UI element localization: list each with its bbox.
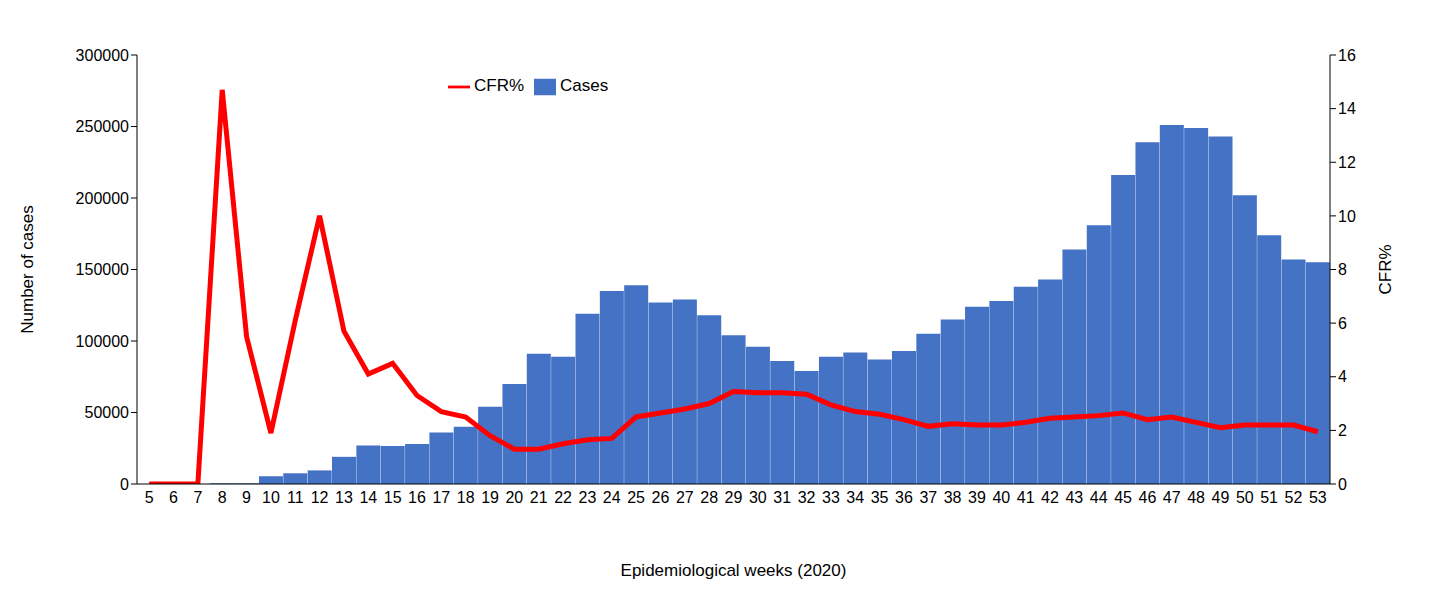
svg-text:47: 47 [1163,489,1181,506]
svg-text:9: 9 [242,489,251,506]
svg-text:31: 31 [773,489,791,506]
svg-text:2: 2 [1338,422,1347,439]
svg-text:22: 22 [554,489,572,506]
svg-text:200000: 200000 [76,190,129,207]
svg-text:4: 4 [1338,368,1347,385]
svg-text:10: 10 [1338,208,1356,225]
svg-text:14: 14 [359,489,377,506]
svg-text:45: 45 [1114,489,1132,506]
svg-text:51: 51 [1260,489,1278,506]
svg-text:300000: 300000 [76,47,129,64]
svg-text:6: 6 [1338,315,1347,332]
svg-text:37: 37 [919,489,937,506]
svg-text:12: 12 [1338,154,1356,171]
svg-text:50000: 50000 [85,404,130,421]
svg-text:26: 26 [652,489,670,506]
svg-text:33: 33 [822,489,840,506]
svg-text:15: 15 [384,489,402,506]
svg-text:48: 48 [1187,489,1205,506]
svg-text:24: 24 [603,489,621,506]
svg-text:30: 30 [749,489,767,506]
svg-text:34: 34 [846,489,864,506]
svg-text:10: 10 [262,489,280,506]
svg-text:CFR%: CFR% [1376,244,1395,294]
svg-text:36: 36 [895,489,913,506]
svg-text:6: 6 [169,489,178,506]
html-text:Cases: Cases [560,76,609,96]
svg-text:21: 21 [530,489,548,506]
svg-text:38: 38 [944,489,962,506]
svg-text:5: 5 [145,489,154,506]
svg-text:32: 32 [798,489,816,506]
svg-text:29: 29 [725,489,743,506]
svg-text:39: 39 [968,489,986,506]
svg-text:0: 0 [120,476,129,493]
svg-text:8: 8 [1338,261,1347,278]
svg-text:11: 11 [287,489,304,506]
svg-text:16: 16 [408,489,426,506]
svg-text:14: 14 [1338,100,1356,117]
svg-text:53: 53 [1309,489,1327,506]
svg-text:40: 40 [992,489,1010,506]
svg-text:20: 20 [505,489,523,506]
svg-text:8: 8 [218,489,227,506]
svg-text:Epidemiological weeks (2020): Epidemiological weeks (2020) [621,561,847,580]
svg-text:27: 27 [676,489,694,506]
svg-text:52: 52 [1285,489,1303,506]
svg-text:42: 42 [1041,489,1059,506]
svg-text:16: 16 [1338,47,1356,64]
svg-text:23: 23 [579,489,597,506]
svg-text:13: 13 [335,489,353,506]
svg-text:100000: 100000 [76,333,129,350]
html-text:CFR%: CFR% [474,76,525,96]
svg-text:41: 41 [1017,489,1035,506]
svg-text:25: 25 [627,489,645,506]
svg-text:18: 18 [457,489,475,506]
svg-text:0: 0 [1338,476,1347,493]
svg-text:46: 46 [1138,489,1156,506]
svg-text:43: 43 [1065,489,1083,506]
svg-text:Number of cases: Number of cases [18,205,37,334]
svg-text:28: 28 [700,489,718,506]
svg-text:19: 19 [481,489,499,506]
svg-text:44: 44 [1090,489,1108,506]
svg-text:150000: 150000 [76,261,129,278]
svg-text:250000: 250000 [76,118,129,135]
svg-text:12: 12 [311,489,329,506]
svg-text:50: 50 [1236,489,1254,506]
svg-text:49: 49 [1212,489,1230,506]
svg-text:7: 7 [193,489,202,506]
svg-text:35: 35 [871,489,889,506]
svg-text:17: 17 [432,489,450,506]
